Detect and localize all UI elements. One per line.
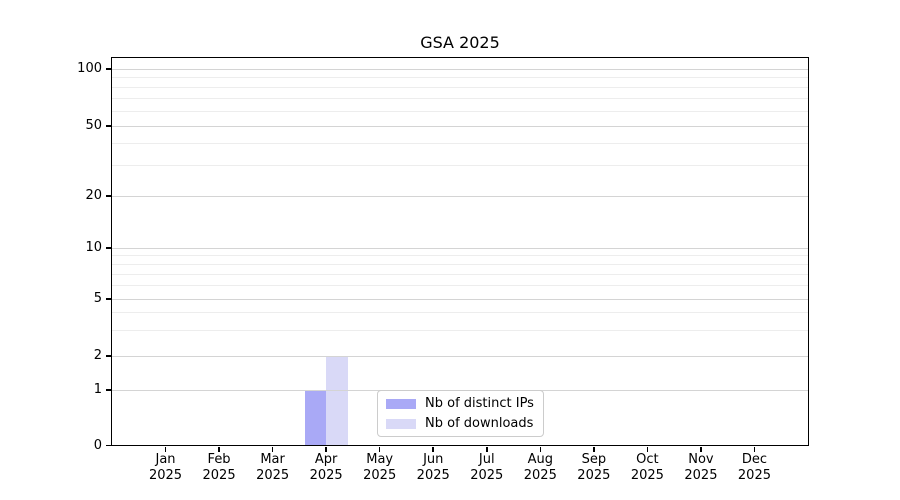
y-axis-tick-label: 2 xyxy=(93,348,102,363)
x-axis-tick-label: Feb 2025 xyxy=(184,452,254,483)
gridline-minor xyxy=(112,110,808,112)
bar-nb-of-distinct-ips-apr xyxy=(304,390,327,446)
legend-label-downloads: Nb of downloads xyxy=(425,416,534,431)
gridline-major xyxy=(112,68,808,70)
x-tick-year: 2025 xyxy=(256,467,290,483)
legend-label-distinct-ips: Nb of distinct IPs xyxy=(425,396,534,411)
gridline-major xyxy=(112,125,808,127)
x-tick-month: Aug xyxy=(527,452,553,467)
x-tick-year: 2025 xyxy=(630,467,664,483)
x-axis-tick-label: Mar 2025 xyxy=(238,452,308,483)
x-tick-mark xyxy=(325,446,327,452)
x-tick-month: Apr xyxy=(314,452,338,467)
gridline-minor xyxy=(112,142,808,144)
y-axis-tick-label: 0 xyxy=(93,437,102,453)
x-axis-tick-label: Oct 2025 xyxy=(612,452,682,483)
bar-nb-of-downloads-apr xyxy=(326,356,348,446)
x-tick-year: 2025 xyxy=(470,467,504,483)
y-tick-mark xyxy=(105,444,112,447)
gridline-minor xyxy=(112,77,808,79)
gridline-minor xyxy=(112,285,808,287)
x-tick-mark xyxy=(593,446,595,452)
x-tick-year: 2025 xyxy=(577,467,611,483)
gridline-major xyxy=(112,247,808,249)
legend: Nb of distinct IPs Nb of downloads xyxy=(377,390,544,437)
x-tick-month: Jan xyxy=(155,452,176,467)
y-tick-mark xyxy=(105,355,112,357)
x-tick-year: 2025 xyxy=(416,467,450,483)
x-axis-tick-label: Dec 2025 xyxy=(719,452,789,483)
x-tick-mark xyxy=(486,446,488,452)
x-axis-tick-label: Jun 2025 xyxy=(398,452,468,483)
y-tick-mark xyxy=(105,389,112,391)
y-axis-tick-label: 10 xyxy=(85,240,102,255)
x-tick-month: Feb xyxy=(207,452,231,467)
x-tick-month: Sep xyxy=(581,452,607,467)
x-tick-mark xyxy=(432,446,434,452)
x-axis-tick-label: Sep 2025 xyxy=(559,452,629,483)
x-tick-mark xyxy=(378,446,381,452)
chart-title: GSA 2025 xyxy=(420,33,500,52)
x-tick-year: 2025 xyxy=(202,467,236,483)
x-axis-tick-label: Nov 2025 xyxy=(666,452,736,483)
gridline-major xyxy=(112,298,808,300)
x-tick-year: 2025 xyxy=(523,467,557,483)
x-tick-mark xyxy=(753,446,756,452)
y-axis-tick-label: 20 xyxy=(85,188,102,203)
legend-swatch-distinct-ips xyxy=(386,398,416,409)
y-axis-tick-label: 5 xyxy=(93,291,102,306)
x-axis-tick-label: May 2025 xyxy=(345,452,415,483)
x-tick-month: Dec xyxy=(741,452,768,467)
legend-item-distinct-ips: Nb of distinct IPs xyxy=(386,395,543,412)
gridline-minor xyxy=(112,273,808,275)
x-tick-mark xyxy=(218,446,220,452)
y-tick-mark xyxy=(105,195,112,197)
x-tick-month: Nov xyxy=(688,452,714,467)
y-tick-mark xyxy=(105,298,112,300)
x-tick-month: Mar xyxy=(260,452,285,467)
x-tick-year: 2025 xyxy=(148,467,183,483)
plot-area-border xyxy=(110,56,809,446)
y-axis-tick-label: 50 xyxy=(85,118,102,133)
x-tick-year: 2025 xyxy=(309,467,343,483)
y-axis-tick-label: 100 xyxy=(77,61,102,76)
gridline-major xyxy=(112,355,808,357)
gridline-minor xyxy=(112,330,808,332)
gridline-minor xyxy=(112,97,808,99)
legend-item-downloads: Nb of downloads xyxy=(386,415,543,432)
x-tick-mark xyxy=(271,446,274,452)
gridline-minor xyxy=(112,255,808,257)
x-tick-mark xyxy=(164,446,167,452)
y-tick-mark xyxy=(105,247,112,249)
legend-swatch-downloads xyxy=(386,418,416,429)
x-axis-tick-label: Aug 2025 xyxy=(505,452,575,483)
gridline-minor xyxy=(112,263,808,265)
gridline-minor xyxy=(112,312,808,314)
y-axis-tick-label: 1 xyxy=(93,382,102,397)
x-axis-tick-label: Apr 2025 xyxy=(291,452,361,483)
x-tick-year: 2025 xyxy=(684,467,718,483)
x-tick-month: May xyxy=(366,452,394,467)
y-tick-mark xyxy=(105,68,112,70)
x-axis-tick-label: Jul 2025 xyxy=(452,452,522,483)
x-axis-tick-label: Jan 2025 xyxy=(131,452,201,483)
x-tick-mark xyxy=(646,446,649,452)
x-tick-month: Oct xyxy=(636,452,659,467)
gridline-minor xyxy=(112,164,808,166)
x-tick-year: 2025 xyxy=(737,467,771,483)
x-tick-month: Jun xyxy=(423,452,444,467)
x-tick-year: 2025 xyxy=(363,467,397,483)
gridline-major xyxy=(112,195,808,197)
x-tick-month: Jul xyxy=(478,452,495,467)
x-tick-mark xyxy=(700,446,702,452)
y-tick-mark xyxy=(105,125,112,127)
x-tick-mark xyxy=(539,446,542,452)
gridline-minor xyxy=(112,86,808,88)
